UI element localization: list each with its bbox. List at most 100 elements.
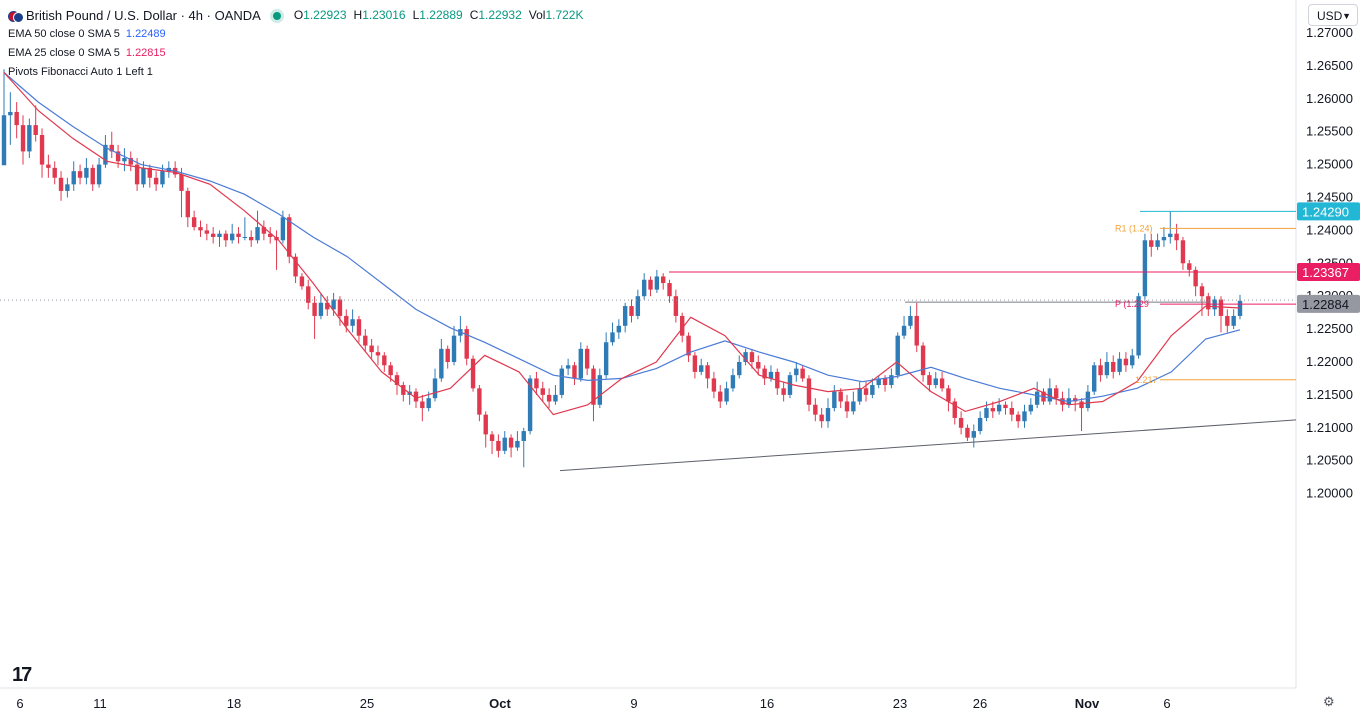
x-tick-label: 16	[760, 696, 774, 711]
indicator-pivots-label: Pivots Fibonacci Auto 1 Left 1	[8, 66, 153, 78]
candle-body	[185, 190, 191, 218]
candle-body	[971, 431, 976, 438]
candle-body	[109, 144, 114, 152]
indicator-ema50[interactable]: EMA 50 close 0 SMA 5 1.22489	[8, 25, 587, 44]
candle-body	[743, 352, 748, 362]
candle-body	[730, 375, 736, 389]
candle-body	[103, 144, 108, 165]
x-tick-label: 11	[93, 696, 107, 711]
candle-body	[603, 342, 609, 376]
candle-body	[96, 164, 102, 185]
candle-body	[946, 388, 951, 402]
candle-body	[939, 378, 945, 389]
x-tick-label: Nov	[1075, 696, 1100, 711]
candle-body	[255, 227, 260, 241]
candle-body	[1117, 358, 1122, 372]
candle-body	[420, 401, 425, 409]
candle-body	[115, 151, 121, 162]
y-tick-label: 1.22000	[1306, 354, 1353, 369]
candle-body	[882, 378, 888, 386]
indicator-ema50-label: EMA 50 close 0 SMA 5	[8, 28, 120, 40]
candle-body	[33, 125, 38, 135]
candle-body	[958, 417, 964, 428]
candle-body	[394, 375, 400, 386]
candle-body	[1003, 404, 1008, 409]
candle-body	[1092, 365, 1097, 392]
candle-body	[77, 171, 83, 178]
x-tick-label: 6	[1163, 696, 1170, 711]
candle-body	[996, 404, 1002, 412]
candle-body	[584, 348, 590, 369]
ohlc-key-o: O	[293, 8, 304, 22]
candle-body	[553, 394, 558, 402]
candle-body	[388, 365, 393, 376]
candle-body	[477, 388, 482, 415]
candle-body	[889, 375, 894, 386]
ohlc-key-vol: Vol	[528, 8, 546, 22]
x-tick-label: Oct	[489, 696, 511, 711]
candle-body	[350, 319, 355, 326]
candle-body	[496, 440, 501, 451]
candle-body	[280, 217, 286, 241]
candle-body	[413, 391, 419, 402]
candle-body	[901, 325, 907, 336]
settings-icon[interactable]: ⚙	[1323, 694, 1335, 709]
candle-body	[153, 177, 159, 185]
candle-body	[312, 302, 317, 316]
currency-select-value: USD	[1317, 9, 1343, 23]
y-tick-label: 1.22500	[1306, 321, 1353, 336]
indicator-ema25[interactable]: EMA 25 close 0 SMA 5 1.22815	[8, 44, 587, 63]
y-tick-label: 1.26500	[1306, 58, 1353, 73]
candle-body	[699, 365, 704, 372]
y-tick-label: 1.26000	[1306, 91, 1353, 106]
candle-body	[1009, 408, 1015, 415]
candle-body	[737, 362, 742, 376]
ohlc-value-l: 1.22889	[419, 8, 463, 22]
price-label-high: 1.24290	[1302, 204, 1349, 219]
candle-body	[489, 434, 495, 441]
candle-body	[1098, 365, 1103, 376]
currency-select[interactable]: USD ▼	[1308, 4, 1358, 26]
candle-body	[306, 286, 311, 303]
candle-body	[337, 299, 343, 316]
symbol-title[interactable]: British Pound / U.S. Dollar · 4h · OANDA	[26, 8, 261, 23]
candle-body	[920, 345, 926, 376]
candle-body	[1149, 240, 1154, 247]
pivot-label: 1.217	[1135, 375, 1158, 385]
candle-body	[908, 315, 913, 326]
candle-body	[724, 388, 729, 402]
candle-body	[508, 437, 514, 448]
candle-body	[356, 319, 362, 336]
price-label-resistance: 1.23367	[1302, 265, 1349, 280]
candle-body	[819, 414, 824, 422]
candle-body	[718, 391, 723, 402]
indicator-ema25-value: 1.22815	[125, 47, 166, 59]
candle-body	[84, 167, 89, 178]
candle-body	[198, 227, 203, 231]
ohlc-value-vol: 1.722K	[545, 8, 584, 22]
candle-body	[90, 167, 95, 185]
candle-body	[521, 431, 526, 441]
candle-body	[870, 385, 875, 395]
indicator-pivots[interactable]: Pivots Fibonacci Auto 1 Left 1	[8, 63, 587, 82]
ohlc-key-h: H	[353, 8, 363, 22]
candle-body	[546, 394, 552, 402]
x-tick-label: 6	[16, 696, 23, 711]
candle-body	[616, 325, 622, 333]
candle-body	[1085, 391, 1091, 409]
x-tick-label: 25	[360, 696, 374, 711]
candle-body	[661, 276, 666, 284]
y-tick-label: 1.27000	[1306, 25, 1353, 40]
candle-body	[787, 375, 793, 395]
candle-body	[470, 358, 476, 389]
candle-body	[781, 388, 786, 395]
candle-body	[686, 335, 691, 356]
candle-body	[1199, 286, 1205, 297]
candle-body	[229, 233, 235, 241]
candle-body	[1237, 300, 1243, 316]
price-label-bg-high	[1297, 202, 1360, 221]
y-tick-label: 1.20000	[1306, 486, 1353, 501]
candle-body	[1015, 414, 1021, 422]
pivot-label: R1 (1.24)	[1115, 223, 1153, 233]
